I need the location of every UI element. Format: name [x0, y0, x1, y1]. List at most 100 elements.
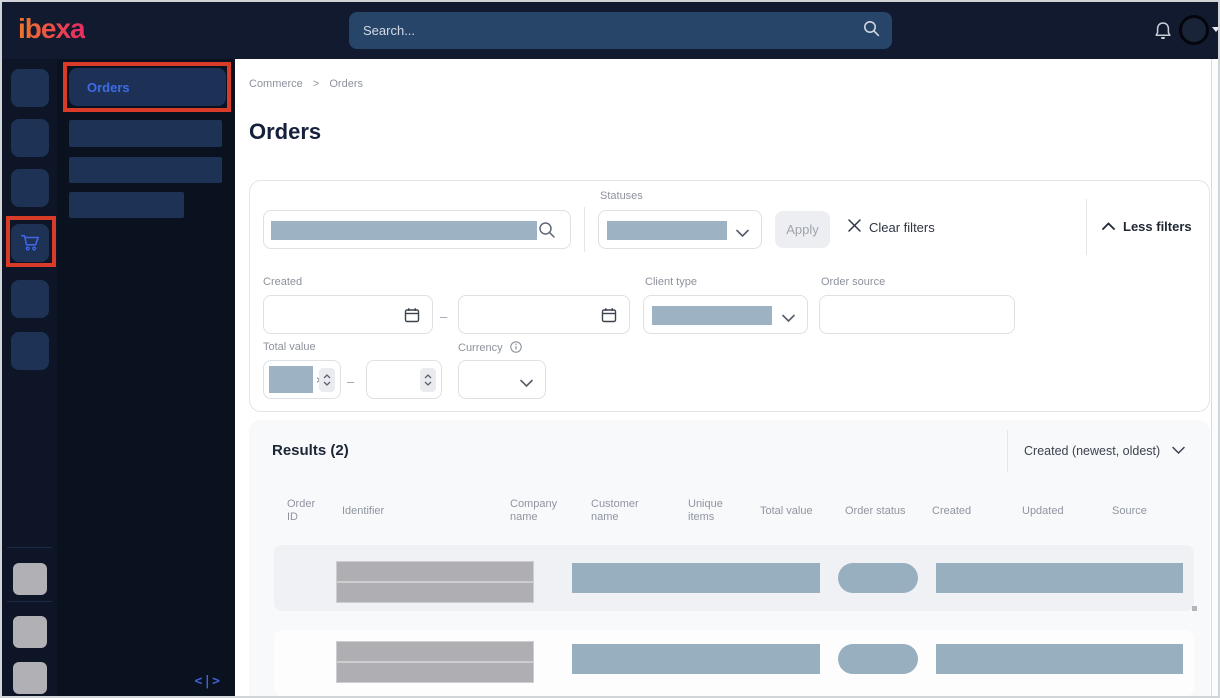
breadcrumb: Commerce > Orders: [249, 78, 363, 90]
cart-icon: [11, 232, 49, 254]
col-order-status: Order status: [845, 505, 906, 517]
annotation-highlight-cart: [6, 216, 56, 267]
redacted-identifier: [336, 662, 534, 683]
col-company-name: Company name: [510, 498, 558, 523]
bell-icon[interactable]: [1154, 21, 1172, 46]
filters-panel: Statuses Apply Clear filters Less fi: [249, 180, 1210, 412]
total-value-max-input[interactable]: [366, 360, 442, 399]
vertical-scrollbar[interactable]: [1211, 59, 1218, 696]
sidebar-item-orders-label: Orders: [87, 79, 130, 95]
calendar-icon[interactable]: [404, 307, 420, 328]
redacted-status-badge: [838, 644, 918, 674]
filter-divider: [1086, 199, 1087, 255]
col-created: Created: [932, 505, 972, 517]
clear-filters-button[interactable]: Clear filters: [848, 219, 935, 235]
rail-bottom-item-1[interactable]: [13, 563, 47, 595]
col-updated: Updated: [1022, 505, 1064, 517]
currency-label-text: Currency: [458, 342, 503, 354]
results-panel: Results (2) Created (newest, oldest) Ord…: [249, 420, 1210, 696]
search-icon[interactable]: [863, 20, 880, 42]
scroll-marker: [1192, 606, 1197, 611]
redacted-dates: [936, 563, 1183, 593]
rail-item-5[interactable]: [11, 280, 49, 318]
rail-item-2[interactable]: [11, 119, 49, 157]
table-row[interactable]: [274, 545, 1194, 611]
col-customer-name: Customer name: [591, 498, 639, 523]
rail-item-1[interactable]: [11, 69, 49, 107]
rail-item-3[interactable]: [11, 169, 49, 207]
created-label: Created: [263, 276, 303, 288]
close-icon: [848, 219, 861, 235]
results-divider: [1007, 430, 1008, 472]
value-range-separator: –: [347, 374, 355, 389]
main-content: Commerce > Orders Orders Statuses A: [235, 59, 1218, 696]
redacted-identifier: [336, 561, 534, 582]
rail-item-6[interactable]: [11, 332, 49, 370]
date-range-separator: –: [440, 309, 448, 324]
statuses-label: Statuses: [600, 190, 643, 202]
redacted-search-value: [271, 221, 537, 240]
order-source-input[interactable]: [819, 295, 1015, 334]
global-search[interactable]: [349, 12, 892, 49]
chevron-down-icon: [736, 225, 749, 243]
sidebar-item-orders[interactable]: Orders: [69, 68, 226, 106]
icon-rail: [2, 59, 57, 696]
page-title: Orders: [249, 119, 322, 144]
currency-label: Currency: [458, 341, 522, 356]
caret-down-icon[interactable]: [1212, 27, 1218, 32]
chevron-down-icon: [782, 310, 795, 328]
client-type-label: Client type: [645, 276, 697, 288]
redacted-min-value: [269, 366, 313, 393]
col-identifier: Identifier: [342, 505, 385, 517]
chevron-down-icon: [520, 375, 533, 393]
sort-dropdown[interactable]: Created (newest, oldest): [1024, 444, 1185, 458]
redacted-client-type-value: [652, 306, 772, 325]
created-from-input[interactable]: [263, 295, 433, 334]
global-search-input[interactable]: [349, 23, 863, 38]
sort-value: Created (newest, oldest): [1024, 444, 1161, 458]
calendar-icon[interactable]: [601, 307, 617, 328]
filter-divider: [584, 207, 585, 252]
user-avatar[interactable]: [1179, 15, 1209, 45]
table-row[interactable]: [274, 630, 1194, 696]
chevron-down-icon: [1172, 444, 1185, 458]
apply-button[interactable]: Apply: [775, 211, 830, 248]
sidebar-item-placeholder[interactable]: [69, 120, 222, 147]
redacted-identifier: [336, 641, 534, 662]
client-type-select[interactable]: [643, 295, 808, 334]
sidebar-item-placeholder[interactable]: [69, 192, 184, 218]
annotation-highlight-orders: [63, 62, 231, 112]
breadcrumb-separator: >: [312, 78, 320, 90]
results-title: Results (2): [272, 442, 349, 459]
rail-bottom-item-2[interactable]: [13, 616, 47, 648]
search-icon[interactable]: [538, 221, 556, 244]
stepper-icon[interactable]: [319, 368, 335, 392]
breadcrumb-orders[interactable]: Orders: [329, 78, 363, 90]
info-icon[interactable]: [509, 341, 522, 356]
col-order-id: Order ID: [287, 498, 316, 523]
redacted-status-value: [607, 221, 727, 240]
total-value-min-input[interactable]: ×: [263, 360, 341, 399]
filter-search-input[interactable]: [263, 210, 571, 249]
statuses-select[interactable]: [598, 210, 762, 249]
less-filters-label: Less filters: [1123, 219, 1192, 234]
redacted-status-badge: [838, 563, 918, 593]
collapse-panel-icon[interactable]: <|>: [194, 674, 221, 689]
rail-item-commerce[interactable]: [11, 224, 49, 262]
currency-select[interactable]: [458, 360, 546, 399]
clear-filters-label: Clear filters: [869, 219, 935, 235]
created-to-input[interactable]: [458, 295, 630, 334]
redacted-customer: [572, 644, 820, 674]
sidebar-item-placeholder[interactable]: [69, 157, 222, 183]
order-source-label: Order source: [821, 276, 886, 288]
side-panel: Orders <|>: [57, 59, 235, 696]
less-filters-toggle[interactable]: Less filters: [1102, 219, 1192, 234]
redacted-identifier: [336, 582, 534, 603]
chevron-up-icon: [1102, 219, 1115, 234]
ibexa-logo[interactable]: ibexa: [18, 13, 86, 44]
rail-bottom-item-3[interactable]: [13, 662, 47, 694]
breadcrumb-commerce[interactable]: Commerce: [249, 78, 303, 90]
stepper-icon[interactable]: [420, 368, 436, 392]
col-total-value: Total value: [760, 505, 813, 517]
